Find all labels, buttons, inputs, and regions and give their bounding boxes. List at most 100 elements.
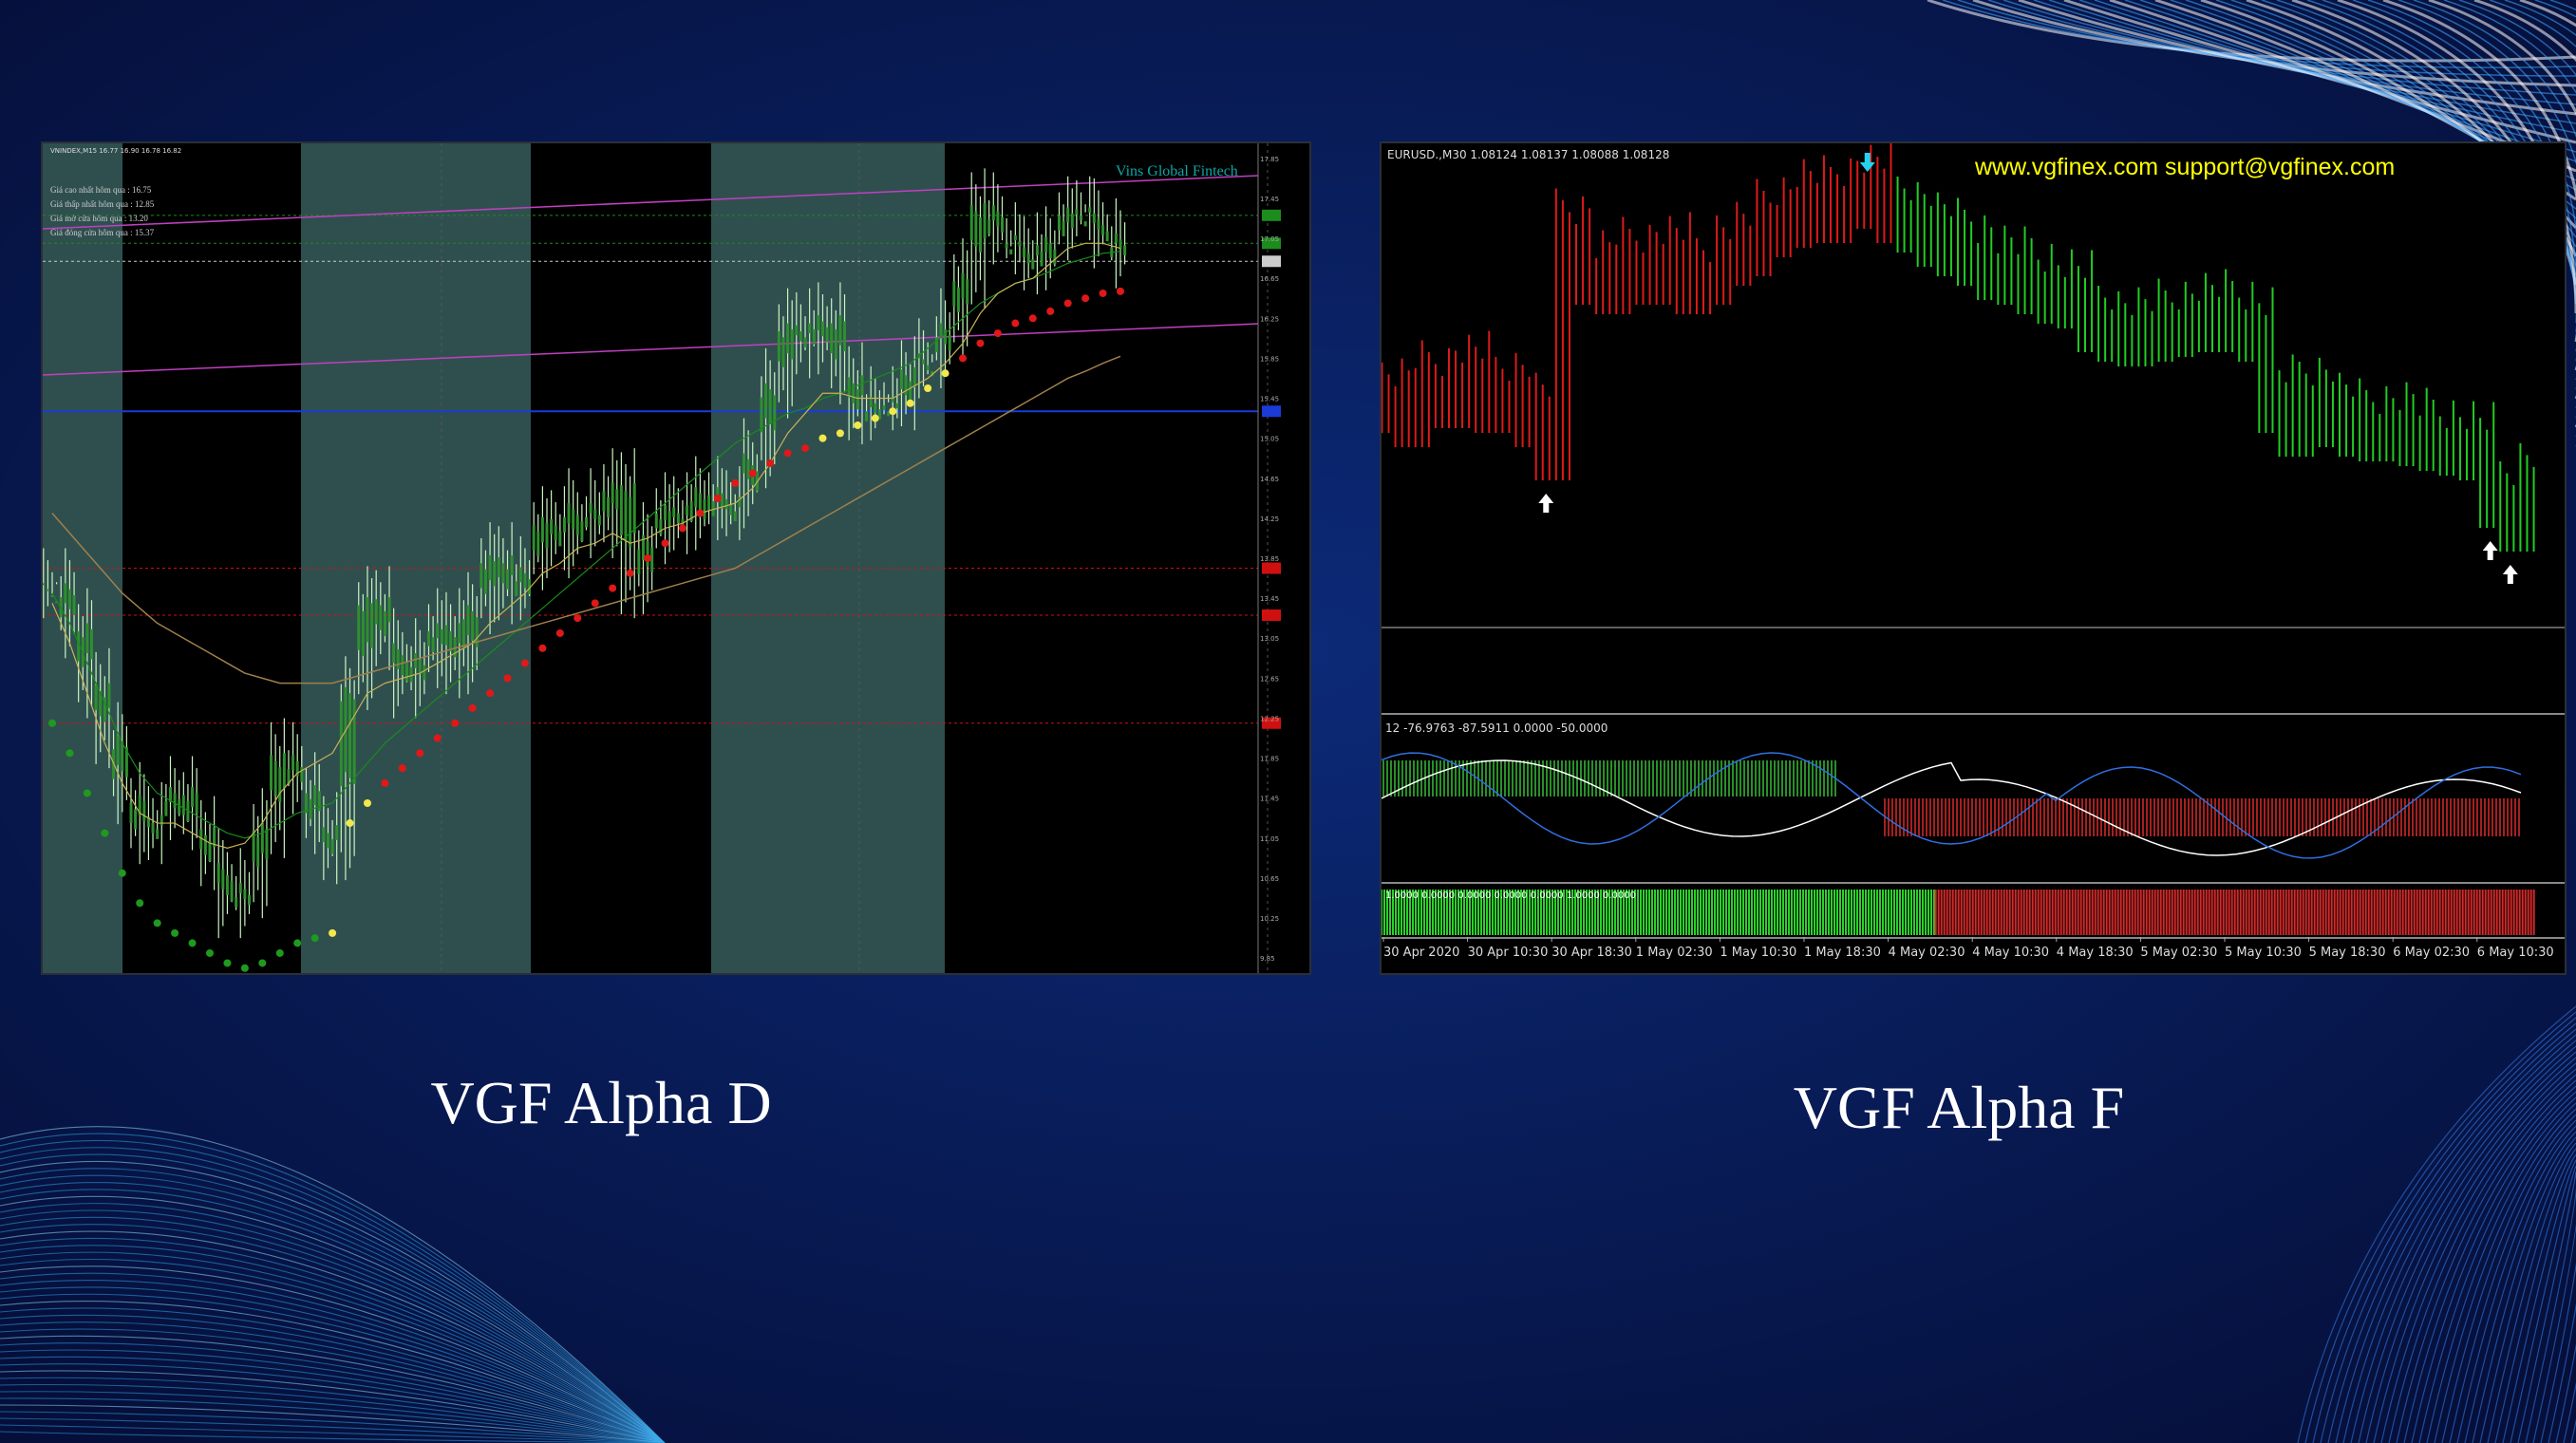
- signal-dot: [766, 459, 775, 467]
- candle-body: [339, 701, 343, 787]
- candle-body: [724, 498, 728, 510]
- bg-line: [2297, 1005, 2576, 1443]
- candle-body: [703, 498, 706, 519]
- candle-body: [247, 894, 251, 906]
- candle-body: [50, 594, 54, 597]
- candle-body: [99, 691, 103, 717]
- signal-dot: [993, 329, 1002, 338]
- candle-body: [659, 518, 663, 534]
- bg-line: [2428, 0, 2576, 370]
- bg-line: [2063, 0, 2576, 144]
- candle-body: [694, 487, 698, 508]
- candle-body: [887, 411, 891, 417]
- candle-body: [939, 323, 943, 339]
- candle-body: [273, 760, 277, 796]
- signal-dot: [1046, 307, 1055, 315]
- candle-body: [1044, 236, 1048, 253]
- candle-body: [856, 389, 859, 410]
- sell-arrow-icon: [1859, 153, 1875, 172]
- candle-body: [1075, 209, 1079, 215]
- candle-body: [668, 511, 671, 527]
- bg-line: [0, 1153, 666, 1443]
- candle-body: [260, 823, 264, 853]
- candle-body: [230, 881, 234, 902]
- candle-body: [89, 628, 93, 660]
- candle-body: [663, 505, 667, 520]
- bg-line: [0, 1293, 666, 1443]
- bg-line: [0, 1258, 666, 1443]
- candle-body: [287, 769, 291, 784]
- candle-body: [764, 383, 768, 419]
- candle-body: [322, 827, 326, 843]
- bg-line: [2555, 1199, 2576, 1443]
- bg-line: [0, 1404, 666, 1443]
- bg-line: [2365, 1057, 2576, 1443]
- bg-line: [0, 1209, 666, 1443]
- candle-body: [67, 589, 71, 609]
- bg-line: [0, 1424, 666, 1443]
- bg-line: [2418, 1096, 2576, 1443]
- candle-body: [55, 601, 59, 604]
- candle-body: [720, 493, 724, 509]
- chart-panel-alpha-d: 17.85 17.45 17.05 16.65 16.25 15.85 15.45 15.05…: [41, 141, 1311, 975]
- candle-body: [278, 767, 282, 802]
- signal-dot: [1063, 299, 1072, 308]
- bg-line: [2380, 1068, 2576, 1443]
- indicator-header: 12 -76.9763 -87.5911 0.0000 -50.0000: [1385, 722, 1608, 735]
- candle-body: [1031, 259, 1035, 270]
- candle-body: [178, 798, 181, 815]
- bg-line: [2487, 1148, 2576, 1443]
- bg-line: [2426, 1102, 2576, 1443]
- bg-line: [2413, 0, 2576, 361]
- signal-dot: [871, 414, 879, 422]
- candle-body: [572, 509, 575, 530]
- candle-body: [777, 330, 780, 362]
- price-tag: [1262, 609, 1281, 622]
- candle-body: [1023, 247, 1026, 258]
- signal-dot: [1117, 287, 1124, 295]
- candle-body: [585, 516, 588, 528]
- bg-line: [0, 1168, 666, 1443]
- chart-panel-alpha-f: EURUSD.,M30 1.08124 1.08137 1.08088 1.08…: [1380, 141, 2567, 975]
- candle-body: [681, 518, 685, 530]
- candle-body: [641, 534, 645, 561]
- candle-body: [882, 404, 886, 411]
- y-tick-label: 12.65: [1260, 675, 1279, 683]
- signal-dot: [959, 354, 968, 363]
- candle-body: [427, 630, 431, 647]
- bg-line: [2352, 0, 2576, 323]
- candle-body: [1035, 245, 1039, 255]
- bg-line: [0, 1224, 666, 1443]
- symbol-header: VNINDEX,M15 16.77 16.90 16.78 16.82: [50, 147, 181, 155]
- signal-dot: [329, 928, 337, 937]
- signal-dot: [555, 628, 564, 637]
- signal-dot: [310, 934, 319, 943]
- candle-body: [961, 272, 965, 299]
- y-tick-label: 13.45: [1260, 595, 1279, 603]
- price-tag: [1262, 405, 1281, 418]
- candle-body: [545, 523, 549, 549]
- x-tick-label: 1 May 18:30: [1804, 946, 1881, 960]
- candle-body: [528, 579, 532, 594]
- candle-body: [374, 599, 378, 625]
- candle-body: [506, 569, 510, 590]
- candle-body: [213, 827, 216, 848]
- channel-line: [43, 175, 1259, 230]
- candle-body: [1026, 253, 1030, 264]
- candle-body: [646, 541, 649, 567]
- candle-body: [173, 793, 177, 809]
- candle-body: [978, 216, 982, 253]
- signal-dot: [661, 539, 669, 548]
- candle-body: [790, 328, 794, 360]
- bg-line: [2411, 1091, 2576, 1443]
- signal-dot: [83, 789, 91, 797]
- candle-body: [453, 637, 457, 658]
- candle-body: [134, 809, 138, 830]
- x-tick-label: 4 May 18:30: [2057, 946, 2134, 960]
- candle-body: [773, 395, 777, 431]
- bg-line: [0, 1272, 666, 1443]
- buy-arrow-icon: [2482, 541, 2498, 560]
- candle-body: [357, 605, 361, 650]
- candle-body: [602, 491, 606, 512]
- signal-dot: [416, 749, 424, 758]
